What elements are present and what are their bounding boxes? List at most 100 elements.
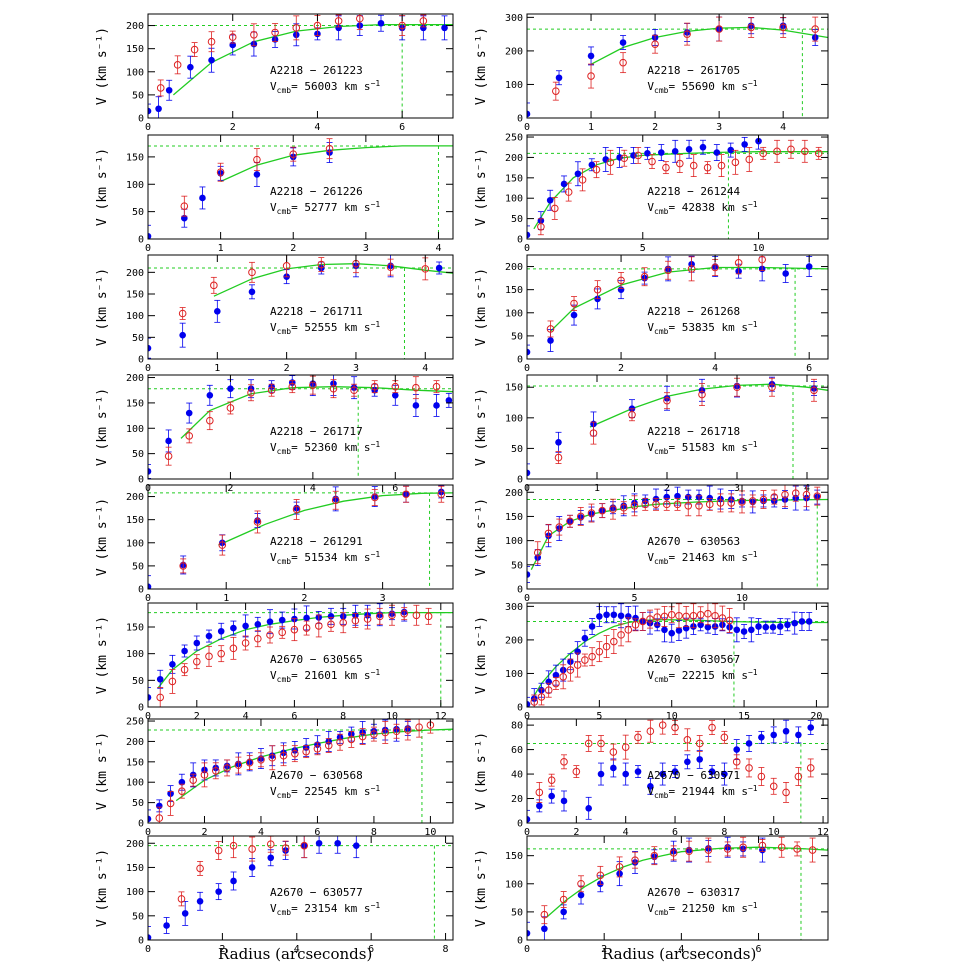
blue-data-point — [697, 621, 704, 629]
x-tick-label: 6 — [672, 827, 678, 838]
blue-data-point — [671, 148, 679, 155]
red-data-point — [723, 845, 732, 853]
x-tick-label: 6 — [314, 827, 320, 838]
panel-630317: V (km s⁻¹) 0 2 4 6 0 50 100 150 A2670 − 630317 Vcm… — [474, 835, 829, 955]
red-data-point — [801, 147, 809, 156]
red-data-point — [370, 493, 379, 502]
red-data-point — [388, 611, 396, 620]
y-tick-label: 0 — [138, 114, 144, 125]
blue-data-point — [527, 571, 531, 578]
blue-data-point — [555, 438, 562, 446]
x-tick-label: 3 — [380, 593, 386, 604]
red-data-point — [715, 25, 723, 33]
x-tick-label: 2 — [652, 122, 658, 133]
red-data-point — [791, 489, 800, 498]
blue-data-point — [758, 734, 765, 741]
red-data-point — [391, 382, 400, 391]
galaxy-label: A2670 − 630568 — [270, 769, 363, 782]
y-axis-label: V (km s⁻¹) — [95, 27, 110, 105]
red-data-point — [392, 727, 401, 736]
red-data-point — [206, 416, 214, 425]
red-data-point — [253, 518, 262, 526]
blue-data-point — [248, 288, 256, 296]
x-tick-label: 3 — [716, 122, 722, 133]
red-data-point — [638, 617, 647, 626]
red-data-point — [745, 155, 754, 164]
red-data-point — [370, 382, 379, 391]
red-data-point — [334, 17, 343, 25]
y-axis-label: V (km s⁻¹) — [95, 732, 110, 810]
blue-data-point — [193, 639, 201, 647]
y-tick-label: 150 — [126, 290, 144, 301]
red-data-point — [564, 188, 573, 196]
red-data-point — [683, 736, 692, 744]
y-tick-label: 0 — [517, 235, 523, 246]
y-tick-label: 100 — [505, 308, 523, 319]
y-tick-label: 150 — [505, 512, 523, 523]
blue-data-point — [391, 391, 399, 399]
y-tick-label: 150 — [505, 383, 523, 394]
blue-data-point — [798, 618, 806, 625]
x-tick-label: 3 — [353, 363, 359, 374]
y-axis-label: V (km s⁻¹) — [474, 388, 489, 466]
red-data-point — [530, 698, 539, 706]
blue-data-point — [784, 621, 791, 629]
red-data-point — [327, 620, 335, 629]
red-data-point — [250, 31, 258, 39]
red-data-point — [552, 87, 560, 95]
red-data-point — [731, 158, 740, 167]
x-tick-label: 2 — [664, 483, 670, 494]
red-data-point — [810, 386, 818, 395]
blue-data-point — [769, 623, 777, 631]
red-data-point — [708, 723, 716, 732]
x-tick-label: 8 — [340, 711, 346, 722]
y-tick-label: 100 — [505, 536, 523, 547]
red-data-point — [205, 652, 213, 661]
red-data-point — [621, 743, 630, 751]
blue-data-point — [185, 409, 193, 417]
blue-data-point — [165, 86, 173, 94]
x-tick-label: 5 — [631, 593, 637, 604]
blue-data-point — [169, 661, 176, 668]
red-data-point — [214, 846, 223, 855]
y-tick-label: 0 — [517, 355, 523, 366]
blue-data-point — [163, 922, 170, 929]
x-tick-label: 4 — [623, 827, 629, 838]
y-tick-label: 20 — [511, 794, 523, 805]
red-data-point — [302, 747, 310, 756]
red-data-point — [739, 843, 747, 852]
blue-data-point — [445, 397, 453, 404]
blue-data-point — [227, 385, 234, 392]
blue-data-point — [610, 611, 618, 619]
red-data-point — [544, 686, 553, 695]
red-data-point — [596, 871, 605, 880]
red-data-point — [292, 505, 301, 514]
y-tick-label: 200 — [505, 153, 523, 164]
red-data-point — [687, 265, 696, 273]
blue-data-point — [335, 24, 342, 32]
blue-data-point — [647, 782, 654, 790]
x-tick-label: 10 — [753, 243, 765, 254]
y-tick-label: 50 — [132, 561, 144, 572]
x-tick-label: 2 — [219, 944, 225, 955]
red-data-point — [226, 404, 235, 412]
x-tick-label: 1 — [218, 243, 224, 254]
red-data-point — [155, 814, 164, 822]
red-data-point — [587, 72, 595, 80]
panel-261705: V (km s⁻¹) 0 1 2 3 4 0 100 200 300 A2218 − 261705 V… — [474, 13, 829, 133]
blue-data-point — [684, 758, 691, 766]
red-data-point — [267, 386, 276, 395]
red-data-point — [745, 764, 753, 772]
x-tick-label: 12 — [817, 827, 829, 838]
y-tick-label: 100 — [505, 413, 523, 424]
red-data-point — [223, 764, 231, 772]
x-tick-label: 2 — [601, 944, 607, 955]
y-tick-label: 0 — [138, 475, 144, 486]
panel-frame — [147, 835, 454, 941]
y-tick-label: 0 — [138, 235, 144, 246]
y-tick-label: 300 — [505, 602, 523, 613]
blue-data-point — [541, 925, 548, 933]
